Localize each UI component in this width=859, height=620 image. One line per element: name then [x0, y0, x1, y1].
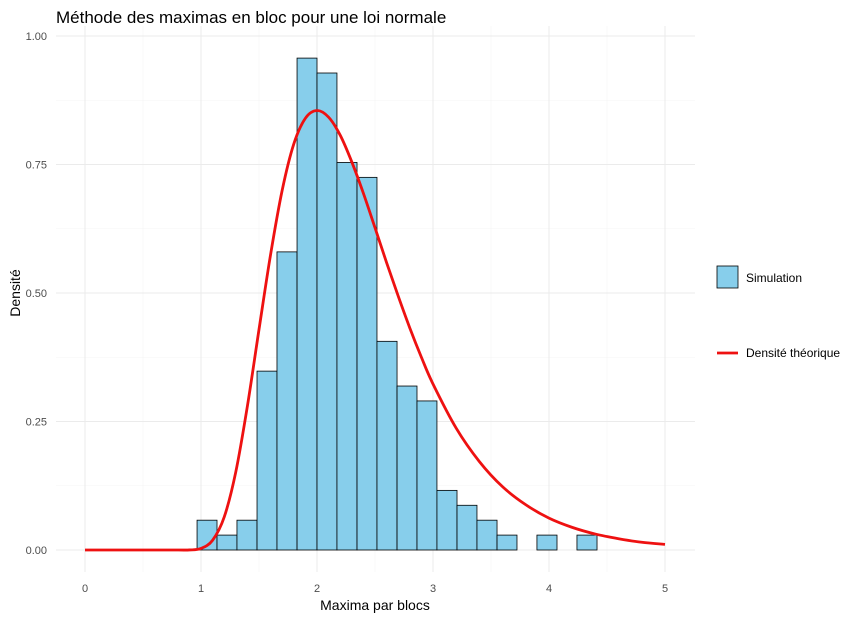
- histogram-bar: [536, 534, 558, 551]
- tick-labels: 0 1 2 3 4 5 0.00 0.25 0.50 0.75 1.00: [26, 31, 668, 595]
- histogram-bar: [216, 534, 238, 551]
- y-axis-title: Densité: [7, 269, 23, 317]
- legend-label-densite-theorique: Densité théorique: [746, 346, 840, 360]
- density-curve: [84, 109, 666, 552]
- histogram-bar: [496, 534, 518, 551]
- histogram-bar: [236, 519, 258, 551]
- y-tick-label: 0.75: [26, 160, 47, 172]
- histogram-bar: [356, 176, 378, 551]
- y-tick-label: 0.00: [26, 545, 47, 557]
- x-axis-title: Maxima par blocs: [320, 597, 430, 613]
- legend-swatch-simulation: [716, 265, 739, 289]
- histogram-bar: [296, 57, 318, 551]
- histogram-bar: [476, 519, 498, 551]
- histogram-bar: [436, 489, 458, 551]
- x-tick-label: 3: [430, 583, 436, 595]
- x-tick-label: 0: [82, 583, 88, 595]
- y-tick-label: 1.00: [26, 31, 47, 43]
- x-tick-label: 2: [314, 583, 320, 595]
- legend-label-simulation: Simulation: [746, 271, 802, 285]
- histogram-bar: [336, 162, 358, 551]
- chart-title: Méthode des maximas en bloc pour une loi…: [56, 8, 446, 27]
- histogram-bar: [396, 385, 418, 551]
- x-tick-label: 5: [662, 583, 668, 595]
- legend: Simulation Densité théorique: [716, 265, 840, 360]
- histogram-bar: [376, 340, 398, 551]
- histogram-bar: [576, 534, 598, 551]
- x-tick-label: 1: [198, 583, 204, 595]
- histogram-bar: [416, 400, 438, 551]
- histogram-bar: [276, 251, 298, 551]
- histogram-bar: [256, 370, 278, 551]
- y-tick-label: 0.50: [26, 288, 47, 300]
- y-tick-label: 0.25: [26, 417, 47, 429]
- histogram-bar: [316, 72, 338, 551]
- x-tick-label: 4: [546, 583, 552, 595]
- histogram-bar: [456, 504, 478, 551]
- histogram-bars: [196, 57, 598, 551]
- density-line-layer: [84, 109, 666, 552]
